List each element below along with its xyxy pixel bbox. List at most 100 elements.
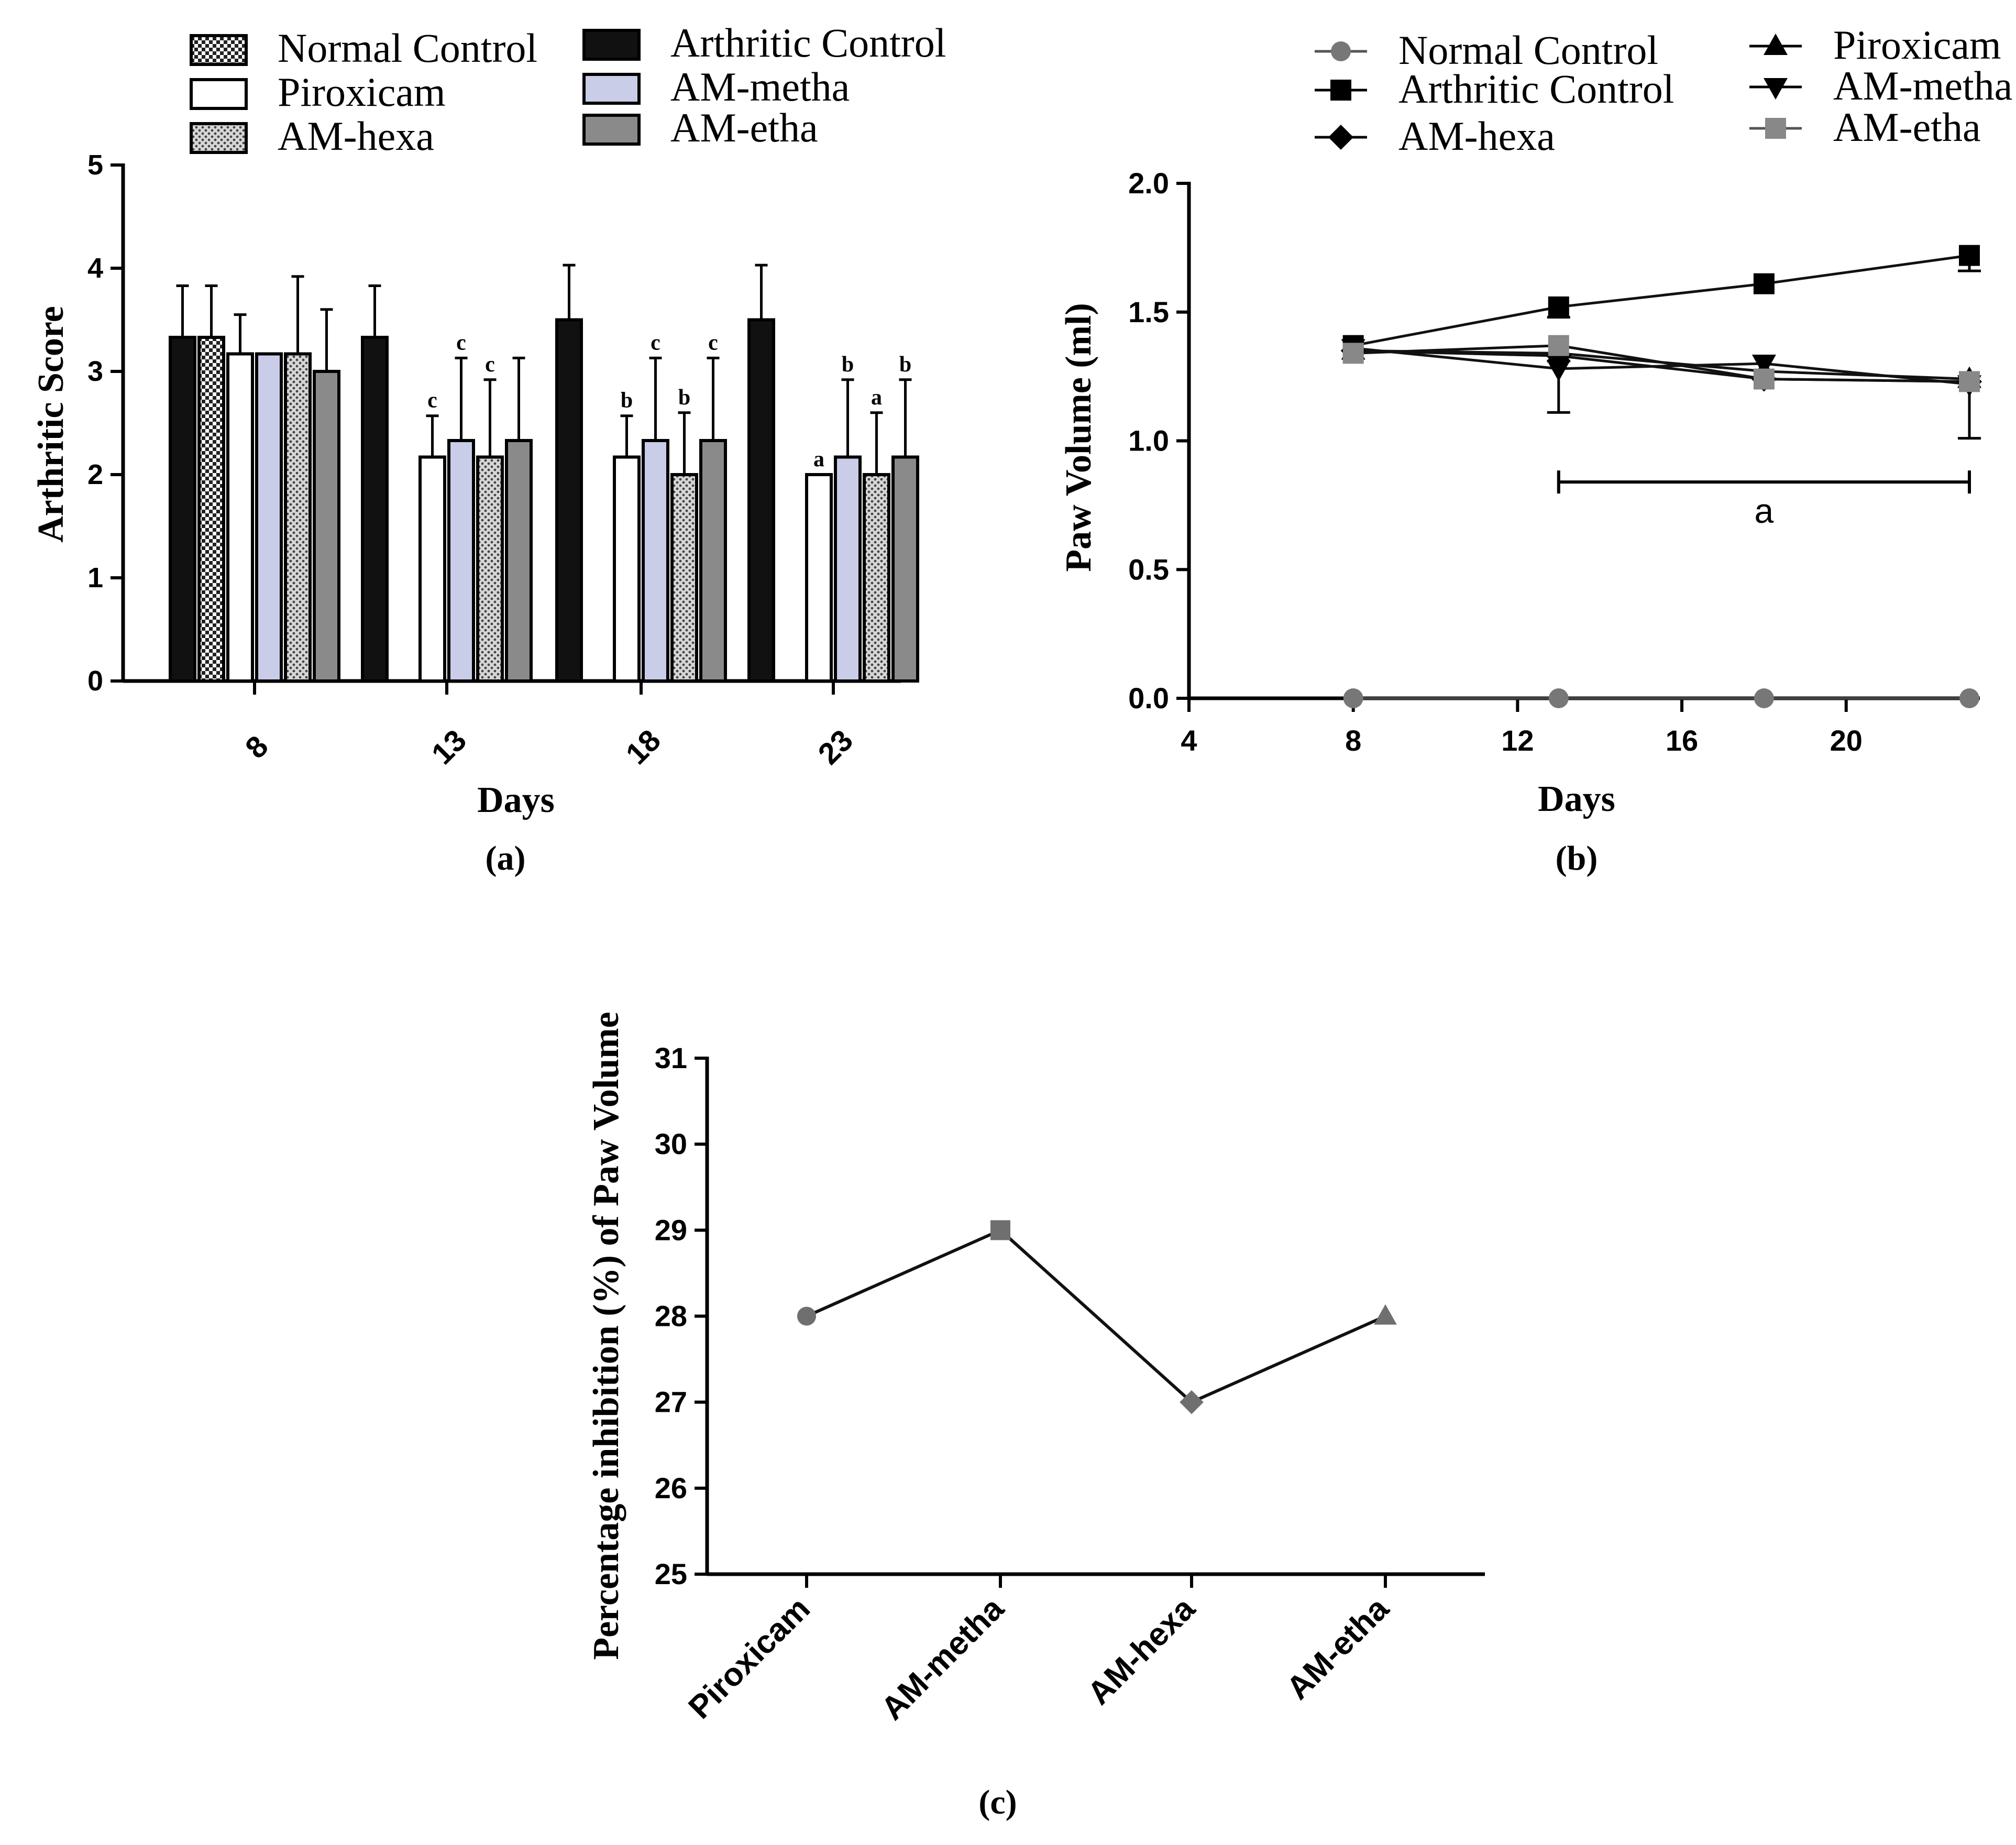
panel-label: (c): [978, 1783, 1017, 1821]
y-tick-label: 26: [655, 1471, 687, 1504]
series-line-am-metha: [1353, 347, 1970, 386]
legend-marker-normal-control: [1331, 41, 1351, 61]
x-tick-label: 20: [1830, 724, 1863, 757]
y-tick-label: 27: [655, 1386, 687, 1419]
legend-label-am-metha: AM-metha: [670, 64, 850, 109]
point-am-etha-day-18: [1753, 368, 1775, 390]
legend-marker-arthritic-control: [1330, 80, 1351, 101]
significance-letter: c: [485, 353, 495, 377]
legend-label-am-hexa: AM-hexa: [1398, 113, 1555, 159]
significance-letter: a: [1755, 491, 1774, 530]
y-axis-title: Paw Volume (ml): [1059, 303, 1099, 572]
significance-letter: b: [842, 353, 854, 377]
legend-swatch-normal-control: [190, 34, 248, 66]
panel-label: (a): [486, 839, 526, 877]
panel-label: (b): [1556, 839, 1598, 877]
x-tick-label: AM-hexa: [1081, 1590, 1202, 1712]
y-axis-title: Arthritic Score: [31, 306, 71, 543]
panel-c-line-chart: 25 26 27 28 29 30 31 Piroxicam AM-metha AM-hexa AM…: [586, 1012, 1485, 1821]
significance-letter: a: [871, 386, 882, 410]
series-line-arthritic-control: [1353, 254, 1970, 347]
bar-am-etha-day-23: [891, 455, 919, 683]
legend-label-arthritic-control: Arthritic Control: [670, 20, 946, 65]
y-tick-label: 31: [655, 1041, 687, 1074]
point-piroxicam: [797, 1306, 817, 1326]
x-tick-label: 13: [425, 723, 473, 771]
y-tick-label: 2.0: [1128, 167, 1169, 200]
y-tick-label: 2: [87, 459, 103, 490]
bar-arthritic-control-day-18: [555, 318, 583, 683]
x-axis-title: Days: [477, 780, 555, 820]
x-tick-label: AM-etha: [1280, 1590, 1396, 1707]
x-tick-label: 8: [239, 729, 275, 765]
y-tick-label: 1.5: [1128, 295, 1169, 328]
legend-label-am-etha: AM-etha: [1833, 104, 1981, 150]
bar-am-hexa-day-18: [670, 473, 698, 683]
bar-piroxicam-day-13: [418, 455, 446, 683]
y-tick-label: 0.0: [1128, 682, 1169, 715]
point-normal-control-day-18: [1754, 688, 1774, 708]
point-normal-control-day-8: [1343, 688, 1363, 708]
legend-label-piroxicam: Piroxicam: [278, 69, 446, 115]
significance-letter: c: [427, 389, 437, 413]
y-tick-label: 25: [655, 1557, 687, 1590]
x-tick-label: 23: [811, 723, 860, 771]
legend-label-am-hexa: AM-hexa: [278, 113, 434, 159]
significance-letter: c: [651, 331, 660, 355]
legend-swatch-am-metha: [582, 73, 641, 105]
y-tick-label: 3: [87, 356, 103, 387]
legend-label-am-etha: AM-etha: [670, 105, 818, 150]
point-arthritic-control-day-18: [1753, 273, 1775, 294]
point-arthritic-control-day-13: [1548, 296, 1569, 317]
significance-letter: b: [678, 386, 690, 410]
point-normal-control-day-13: [1548, 688, 1569, 708]
bar-am-etha-day-13: [505, 438, 533, 683]
bar-am-metha-day-18: [642, 438, 669, 683]
bar-piroxicam-day-8: [226, 352, 254, 683]
point-am-etha-day-13: [1548, 335, 1569, 356]
legend-label-am-metha: AM-metha: [1833, 63, 2012, 108]
significance-letter: c: [456, 331, 466, 355]
y-tick-label: 1: [87, 562, 103, 594]
point-am-etha: [1374, 1304, 1397, 1325]
bar-am-metha-day-8: [255, 352, 283, 683]
bar-am-metha-day-23: [834, 455, 862, 683]
significance-letter: b: [621, 389, 633, 413]
bar-am-metha-day-13: [447, 438, 475, 683]
point-am-hexa: [1180, 1390, 1204, 1414]
bar-arthritic-control-day-13: [361, 335, 389, 683]
x-tick-label: 8: [1345, 724, 1361, 757]
legend-swatch-arthritic-control: [582, 29, 641, 61]
y-tick-label: 1.0: [1128, 424, 1169, 457]
significance-letter: c: [708, 331, 718, 355]
legend-swatch-piroxicam: [190, 78, 248, 110]
bar-arthritic-control-day-8: [169, 335, 196, 683]
x-tick-label: 16: [1666, 724, 1698, 757]
legend-marker-piroxicam: [1764, 34, 1788, 55]
bar-arthritic-control-day-23: [747, 318, 775, 683]
y-tick-label: 0: [87, 665, 103, 697]
point-am-etha-day-23: [1959, 371, 1980, 392]
point-am-metha-day-13: [1546, 359, 1571, 381]
x-tick-label: AM-metha: [874, 1590, 1011, 1727]
x-tick-label: 18: [619, 723, 667, 771]
y-tick-label: 28: [655, 1300, 687, 1333]
y-axis-title: Percentage inhibition (%) of Paw Volume: [586, 1012, 626, 1660]
series-line-percentage-inhibition: [806, 1228, 1386, 1404]
y-tick-label: 30: [655, 1127, 687, 1160]
legend-marker-am-metha: [1764, 78, 1788, 100]
bar-am-hexa-day-8: [284, 352, 312, 683]
x-axis-title: Days: [1538, 779, 1615, 819]
point-normal-control-day-23: [1959, 688, 1979, 708]
significance-letter: a: [813, 447, 824, 471]
legend-label-arthritic-control: Arthritic Control: [1398, 66, 1674, 112]
legend-label-normal-control: Normal Control: [1398, 27, 1658, 73]
y-tick-label: 5: [87, 149, 103, 181]
legend-label-normal-control: Normal Control: [278, 25, 537, 71]
bar-piroxicam-day-18: [613, 455, 641, 683]
bar-piroxicam-day-23: [805, 473, 833, 683]
x-tick-label: Piroxicam: [682, 1590, 817, 1726]
x-tick-label: 4: [1181, 724, 1197, 757]
